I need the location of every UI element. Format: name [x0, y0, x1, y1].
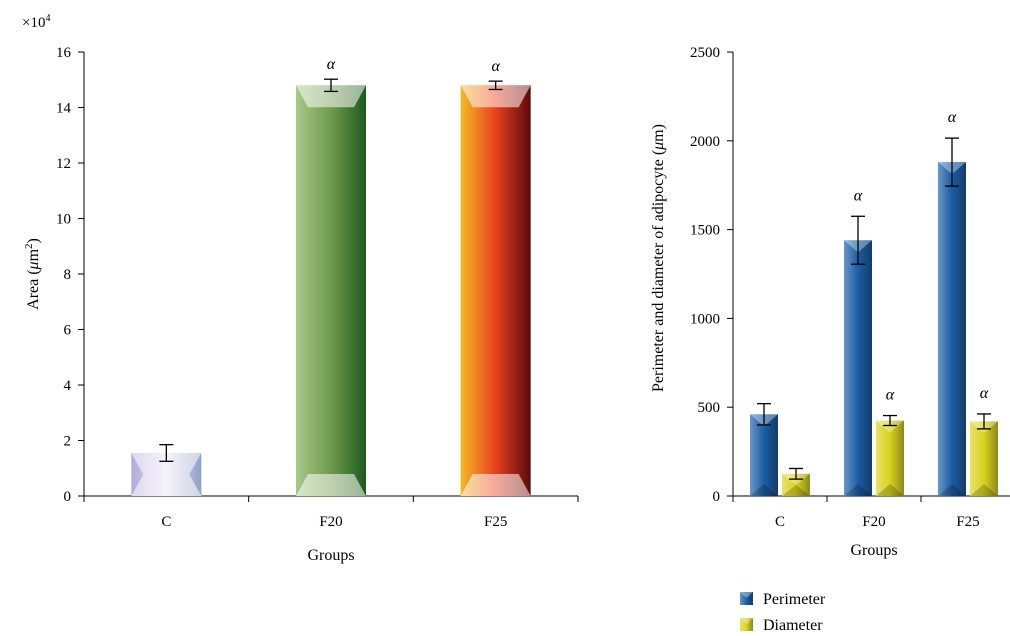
left-x-ticks: C F20 F25	[83, 496, 579, 530]
left-annotation-F25: α	[491, 58, 500, 75]
right-error-bar-perimeter-C	[757, 402, 771, 426]
right-bar-diameter-F25	[970, 421, 998, 496]
legend-item-perimeter: Perimeter	[740, 591, 826, 608]
legend-swatch	[740, 618, 753, 631]
left-x-tick-label: F20	[319, 514, 342, 530]
left-bar-F20	[296, 85, 366, 497]
right-error-bar-diameter-C	[789, 467, 803, 480]
right-y-tick-label: 1000	[690, 311, 720, 327]
left-error-bar-C	[159, 444, 174, 462]
right-annotation-diameter-F25: α	[980, 385, 989, 402]
right-y-tick-label: 2500	[690, 45, 720, 61]
right-x-tick-label: F20	[862, 514, 885, 530]
left-y-tick-label: 6	[64, 323, 72, 339]
left-annotation-F20: α	[327, 56, 336, 73]
right-annotation-diameter-F20: α	[886, 387, 895, 404]
right-x-tick-label: C	[775, 514, 785, 530]
right-bar-perimeter-F20	[844, 240, 872, 496]
left-x-axis-title: Groups	[307, 547, 354, 564]
right-bar-perimeter-C	[750, 414, 778, 496]
legend-item-diameter: Diameter	[740, 617, 823, 634]
right-x-ticks: C F20 F25	[732, 496, 980, 530]
left-y-ticks: 0 2 4 6 8 10 12 14 16	[56, 45, 84, 505]
right-y-tick-label: 0	[713, 489, 721, 505]
left-x-tick-label: F25	[484, 514, 507, 530]
left-y-tick-label: 2	[64, 434, 72, 450]
right-y-axis-title: Perimeter and diameter of adipocyte (μm)	[650, 124, 667, 392]
right-bar-perimeter-F25	[938, 162, 966, 496]
right-chart: 0 500 1000 1500 2000 2500 C F20 F25 α α α α Groups…	[650, 45, 1010, 634]
left-error-bar-F20	[324, 78, 338, 93]
left-y-tick-label: 12	[56, 156, 71, 172]
right-y-tick-label: 2000	[690, 134, 720, 150]
legend-label: Diameter	[763, 617, 823, 634]
left-x-tick-label: C	[161, 514, 171, 530]
right-bars: α α α α	[750, 109, 998, 496]
left-y-tick-label: 8	[64, 267, 72, 283]
right-x-tick-label: F25	[956, 514, 979, 530]
right-y-ticks: 0 500 1000 1500 2000 2500	[690, 45, 733, 505]
left-error-bar-F25	[488, 80, 503, 91]
left-y-tick-label: 10	[56, 212, 71, 228]
right-legend: Perimeter Diameter	[740, 591, 826, 634]
right-annotation-perimeter-F20: α	[854, 187, 863, 204]
left-bar-F25	[460, 85, 531, 497]
right-error-bar-diameter-F20	[883, 414, 897, 427]
right-error-bar-diameter-F25	[977, 413, 991, 430]
left-multiplier: ×104	[22, 13, 50, 31]
left-y-axis-title: Area (μm2)	[23, 238, 42, 310]
right-y-tick-label: 500	[698, 400, 721, 416]
right-y-tick-label: 1500	[690, 223, 720, 239]
right-bar-diameter-F20	[876, 420, 904, 496]
left-y-tick-label: 14	[56, 101, 72, 117]
left-y-tick-label: 0	[64, 489, 72, 505]
left-y-tick-label: 16	[56, 45, 72, 61]
right-annotation-perimeter-F25: α	[948, 109, 957, 126]
left-y-tick-label: 4	[64, 378, 72, 394]
right-error-bar-perimeter-F25	[945, 137, 959, 187]
legend-label: Perimeter	[763, 591, 826, 608]
right-x-axis-title: Groups	[850, 542, 897, 559]
right-error-bar-perimeter-F20	[851, 215, 865, 265]
legend-swatch	[740, 592, 753, 605]
